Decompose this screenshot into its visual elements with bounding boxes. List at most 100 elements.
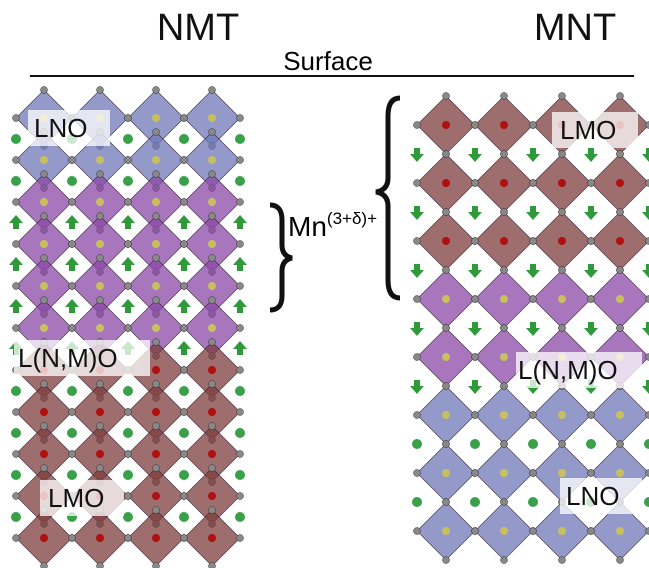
oxygen-atom	[13, 493, 20, 500]
a-site-atom	[586, 439, 596, 449]
spin-arrow	[121, 215, 135, 229]
oxygen-atom	[617, 325, 624, 332]
spin-arrow	[233, 215, 247, 229]
spin-arrow	[642, 380, 649, 394]
oxygen-atom	[414, 238, 421, 245]
oxygen-atom	[559, 151, 566, 158]
spin-arrow	[9, 257, 23, 271]
b-site-atom	[558, 411, 566, 419]
oxygen-atom	[472, 470, 479, 477]
a-site-atom	[528, 439, 538, 449]
oxygen-atom	[153, 507, 160, 514]
oxygen-atom	[41, 423, 48, 430]
spin-arrow	[121, 299, 135, 313]
b-site-atom	[96, 408, 104, 416]
oxygen-atom	[530, 412, 537, 419]
oxygen-atom	[237, 367, 244, 374]
oxygen-atom	[588, 296, 595, 303]
oxygen-atom	[125, 199, 132, 206]
oxygen-atom	[153, 213, 160, 220]
oxygen-atom	[209, 171, 216, 178]
spin-arrow	[65, 215, 79, 229]
a-site-atom	[67, 386, 77, 396]
b-site-atom	[208, 408, 216, 416]
a-site-atom	[11, 134, 21, 144]
oxygen-atom	[472, 528, 479, 535]
b-site-atom	[208, 450, 216, 458]
b-site-atom	[40, 282, 48, 290]
spin-arrow	[468, 148, 482, 162]
b-site-atom	[152, 534, 160, 542]
spin-arrow	[584, 206, 598, 220]
oxygen-atom	[97, 297, 104, 304]
oxygen-atom	[209, 255, 216, 262]
b-site-atom	[616, 411, 624, 419]
a-site-atom	[123, 134, 133, 144]
a-site-atom	[123, 512, 133, 522]
oxygen-atom	[69, 157, 76, 164]
oxygen-atom	[414, 412, 421, 419]
spin-arrow	[410, 264, 424, 278]
oxygen-atom	[153, 563, 160, 568]
oxygen-atom	[41, 255, 48, 262]
b-site-atom	[208, 492, 216, 500]
oxygen-atom	[588, 412, 595, 419]
b-site-atom	[152, 324, 160, 332]
mn-superscript: (3+δ)+	[327, 209, 377, 228]
oxygen-atom	[125, 157, 132, 164]
oxygen-atom	[530, 238, 537, 245]
a-site-atom	[179, 428, 189, 438]
a-site-atom	[235, 512, 245, 522]
oxygen-atom	[237, 199, 244, 206]
oxygen-atom	[443, 557, 450, 564]
oxygen-atom	[97, 213, 104, 220]
b-site-atom	[442, 353, 450, 361]
oxygen-atom	[181, 409, 188, 416]
oxygen-atom	[443, 499, 450, 506]
left-label: LNO	[34, 113, 87, 143]
a-site-atom	[179, 386, 189, 396]
oxygen-atom	[69, 451, 76, 458]
oxygen-atom	[153, 129, 160, 136]
oxygen-atom	[41, 297, 48, 304]
oxygen-atom	[559, 441, 566, 448]
oxygen-atom	[588, 180, 595, 187]
spin-arrow	[468, 380, 482, 394]
b-site-atom	[208, 534, 216, 542]
right-label: LNO	[566, 481, 619, 511]
b-site-atom	[442, 411, 450, 419]
oxygen-atom	[501, 325, 508, 332]
a-site-atom	[179, 176, 189, 186]
oxygen-atom	[125, 115, 132, 122]
b-site-atom	[500, 237, 508, 245]
oxygen-atom	[472, 354, 479, 361]
oxygen-atom	[530, 122, 537, 129]
b-site-atom	[616, 527, 624, 535]
b-site-atom	[500, 411, 508, 419]
oxygen-atom	[181, 325, 188, 332]
a-site-atom	[67, 470, 77, 480]
b-site-atom	[96, 450, 104, 458]
oxygen-atom	[181, 367, 188, 374]
b-site-atom	[500, 469, 508, 477]
oxygen-atom	[501, 151, 508, 158]
spin-arrow	[9, 215, 23, 229]
b-site-atom	[40, 408, 48, 416]
a-site-atom	[470, 439, 480, 449]
spin-arrow	[526, 148, 540, 162]
oxygen-atom	[414, 122, 421, 129]
b-site-atom	[152, 240, 160, 248]
oxygen-atom	[97, 171, 104, 178]
oxygen-atom	[472, 412, 479, 419]
oxygen-atom	[13, 409, 20, 416]
oxygen-atom	[617, 93, 624, 100]
oxygen-atom	[181, 493, 188, 500]
right-label: L(N,M)O	[518, 355, 618, 385]
oxygen-atom	[443, 267, 450, 274]
b-site-atom	[96, 324, 104, 332]
a-site-atom	[528, 497, 538, 507]
oxygen-atom	[13, 535, 20, 542]
a-site-atom	[470, 497, 480, 507]
b-site-atom	[500, 527, 508, 535]
b-site-atom	[96, 282, 104, 290]
